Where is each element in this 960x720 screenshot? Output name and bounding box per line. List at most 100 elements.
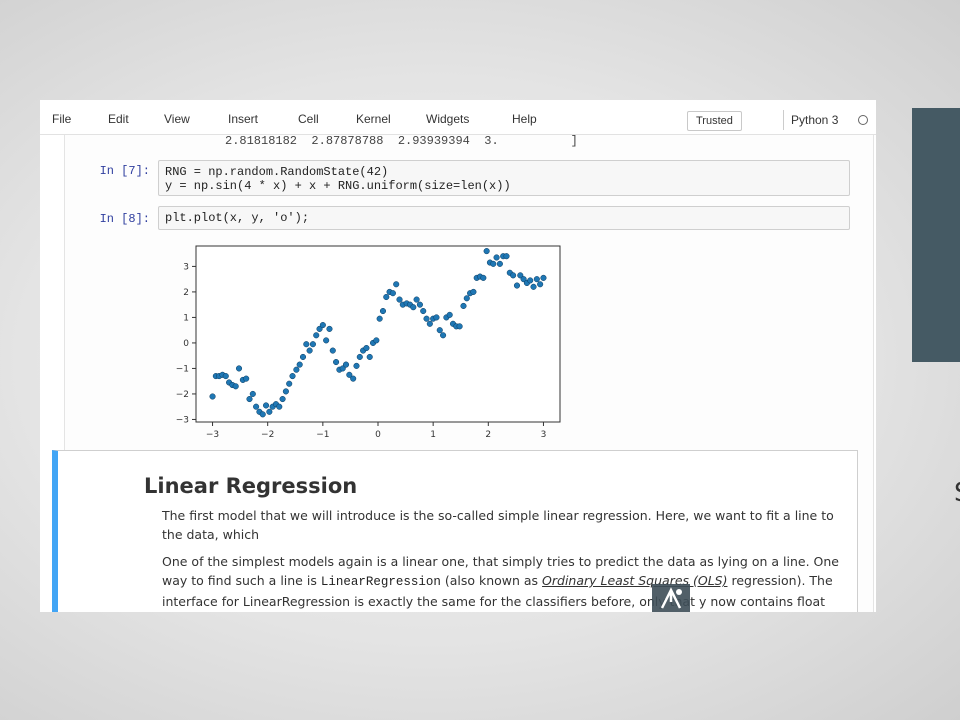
data-point [333,359,340,366]
data-point [410,304,417,311]
y-tick-label: 2 [183,288,189,298]
data-point [530,283,537,290]
data-point [510,272,517,279]
side-panel [912,108,960,362]
data-point [460,302,467,309]
menu-view[interactable]: View [164,112,190,126]
data-point [253,403,260,410]
data-point [480,274,487,281]
y-tick-label: −3 [176,415,189,425]
x-tick-label: 1 [430,430,436,438]
data-point [316,325,323,332]
data-point [235,365,243,372]
data-point [413,296,420,303]
data-point [259,411,266,418]
data-point [433,314,440,321]
data-point [346,371,353,378]
ols-link[interactable]: Ordinary Least Squares (OLS) [542,573,728,588]
code-cell-8[interactable]: plt.plot(x, y, 'o'); [158,206,850,230]
data-point [396,296,403,303]
data-point [309,341,316,348]
data-point [483,248,490,255]
code-line: plt.plot(x, y, 'o'); [165,211,310,225]
x-tick-label: 2 [485,430,491,438]
data-point [326,325,333,332]
menu-widgets[interactable]: Widgets [426,112,470,126]
data-point [383,293,390,301]
data-point [513,282,521,289]
data-point [517,272,524,279]
data-point [323,337,330,344]
menu-file[interactable]: File [52,112,72,126]
data-point [389,290,396,297]
menu-divider [783,110,784,130]
data-point [303,341,310,348]
menu-edit[interactable]: Edit [108,112,129,126]
data-point [527,277,534,284]
data-point [373,337,380,344]
y-tick-label: 0 [183,339,189,349]
data-point [537,281,544,288]
menu-kernel[interactable]: Kernel [356,112,391,126]
data-point [540,274,547,281]
data-point [306,347,313,354]
data-point [299,353,307,361]
y-tick-label: −2 [176,390,189,400]
data-point [289,373,296,380]
data-point [232,383,239,390]
cell-prompt-7: In [7]: [99,164,150,178]
data-point [363,344,370,352]
y-tick-label: 1 [183,313,189,323]
data-point [416,301,423,308]
menu-cell[interactable]: Cell [298,112,319,126]
data-point [262,402,270,409]
data-point [353,362,360,369]
edge-glyph: S [954,478,960,508]
previous-cell-output: 2.81818182 2.87878788 2.93939394 3. ] [225,134,578,148]
code-line: y = np.sin(4 * x) + x + RNG.uniform(size… [165,179,511,193]
data-point [490,260,497,267]
markdown-heading: Linear Regression [144,474,358,498]
data-point [313,332,320,339]
y-tick-label: −1 [176,364,189,374]
code-cell-7[interactable]: RNG = np.random.RandomState(42) y = np.si… [158,160,850,196]
x-tick-label: −3 [206,430,219,438]
data-point [446,311,453,318]
data-point [366,353,373,361]
kernel-name[interactable]: Python 3 [791,113,839,127]
data-point [342,361,350,368]
menu-help[interactable]: Help [512,112,537,126]
kernel-idle-indicator-icon [858,115,868,125]
menu-bar: File Edit View Insert Cell Kernel Widget… [40,100,876,135]
menu-insert[interactable]: Insert [228,112,259,126]
data-point [209,393,216,400]
data-point [493,254,500,261]
x-tick-label: −2 [261,430,274,438]
data-point [293,366,300,373]
data-point [393,281,400,288]
markdown-cell[interactable] [52,450,858,612]
data-point [520,276,527,283]
data-point [339,365,346,372]
data-point [282,388,289,395]
data-point [296,361,303,368]
data-point [470,288,477,295]
data-point [463,295,470,302]
data-point [423,315,430,322]
y-tick-label: 3 [183,262,189,272]
paragraph-text: One of the simplest models again is a li… [162,554,839,588]
data-point [279,395,286,403]
data-point [456,323,463,330]
data-point [503,253,510,260]
cell-prompt-8: In [8]: [99,212,150,226]
trusted-badge[interactable]: Trusted [687,111,742,131]
paragraph-text: (also known as [440,573,543,588]
data-point [266,408,273,415]
plot-area [195,245,561,423]
scatter-plot: −3 −2 −1 0 1 2 3 −3 −2 −1 0 1 2 3 [176,245,561,438]
data-point [222,373,229,380]
code-line: RNG = np.random.RandomState(42) [165,165,389,179]
x-tick-label: −1 [316,430,329,438]
data-point [276,403,283,410]
data-point [496,260,503,267]
